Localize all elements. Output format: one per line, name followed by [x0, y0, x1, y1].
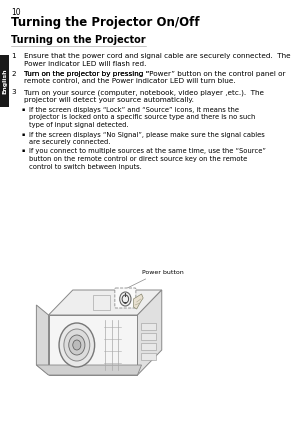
Circle shape: [59, 323, 94, 367]
FancyBboxPatch shape: [115, 288, 136, 308]
Text: Turn on the projector by pressing “Power” button on the control panel or
remote : Turn on the projector by pressing “Power…: [24, 71, 286, 85]
Text: Turn on the projector by pressing “Power: Turn on the projector by pressing “Power: [24, 71, 194, 77]
Text: Turning on the Projector: Turning on the Projector: [11, 35, 146, 45]
FancyBboxPatch shape: [141, 353, 157, 360]
FancyBboxPatch shape: [93, 294, 110, 309]
FancyBboxPatch shape: [0, 55, 9, 107]
Text: Turn on the projector by pressing “: Turn on the projector by pressing “: [24, 71, 150, 77]
Text: If the screen displays “No Signal”, please make sure the signal cables
are secur: If the screen displays “No Signal”, plea…: [29, 132, 265, 145]
Text: 2: 2: [11, 71, 16, 77]
Text: 3: 3: [11, 89, 16, 95]
Text: 1: 1: [11, 53, 16, 59]
Polygon shape: [137, 290, 162, 375]
Text: If the screen displays “Lock” and “Source” icons, it means the
projector is lock: If the screen displays “Lock” and “Sourc…: [29, 107, 256, 128]
Text: ▪: ▪: [22, 148, 25, 154]
FancyBboxPatch shape: [141, 332, 157, 339]
Polygon shape: [49, 290, 162, 315]
Circle shape: [73, 340, 81, 350]
Text: Turn on your source (computer, notebook, video player ,etc.).  The
projector wil: Turn on your source (computer, notebook,…: [24, 89, 264, 103]
Text: Turning the Projector On/Off: Turning the Projector On/Off: [11, 16, 200, 29]
Polygon shape: [49, 315, 137, 375]
FancyBboxPatch shape: [141, 323, 157, 329]
Circle shape: [69, 335, 85, 355]
Text: If you connect to multiple sources at the same time, use the “Source”
button on : If you connect to multiple sources at th…: [29, 148, 266, 169]
Text: Ensure that the power cord and signal cable are securely connected.  The
Power i: Ensure that the power cord and signal ca…: [24, 53, 291, 66]
Polygon shape: [36, 305, 49, 375]
Text: Power button: Power button: [142, 270, 183, 275]
Text: English: English: [2, 68, 7, 94]
Polygon shape: [134, 294, 143, 309]
Polygon shape: [36, 365, 142, 375]
FancyBboxPatch shape: [141, 342, 157, 350]
Text: 10: 10: [11, 8, 21, 17]
Circle shape: [120, 292, 131, 306]
Text: ▪: ▪: [22, 132, 25, 136]
Text: ▪: ▪: [22, 107, 25, 112]
Circle shape: [64, 329, 90, 361]
